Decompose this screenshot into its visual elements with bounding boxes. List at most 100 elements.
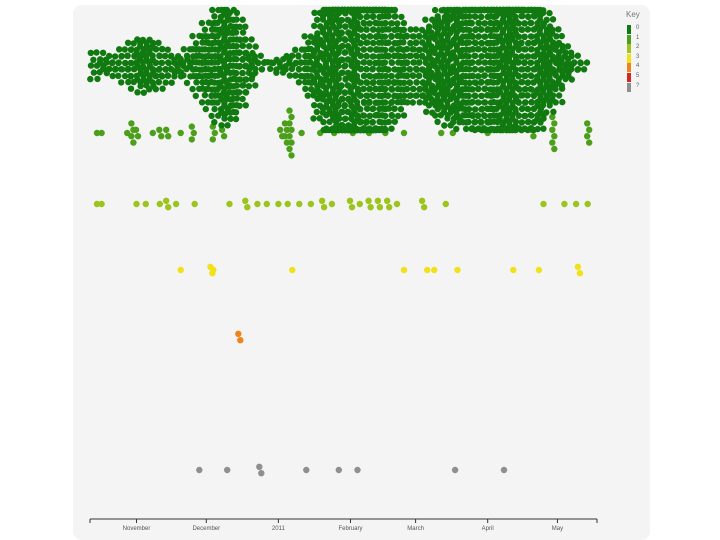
point-key-0 [463, 59, 470, 66]
point-key-0 [543, 109, 550, 116]
point-key-0 [87, 49, 95, 57]
point-key-0 [403, 85, 411, 93]
point-key-0 [94, 75, 101, 83]
point-key-2 [226, 200, 233, 208]
point-key-0 [329, 76, 336, 83]
point-key-0 [496, 62, 504, 69]
point-key-0 [403, 45, 410, 53]
point-key-0 [156, 52, 163, 59]
point-key-0 [335, 89, 342, 96]
point-key-0 [338, 69, 345, 77]
point-key-0 [211, 119, 218, 126]
point-key-0 [369, 13, 377, 20]
point-key-0 [388, 85, 395, 92]
point-key-0 [240, 82, 247, 89]
point-key-0 [252, 43, 259, 50]
point-key-0 [180, 46, 187, 53]
point-key-3 [574, 263, 582, 270]
x-axis: November December 2011 February March April Ma… [89, 518, 598, 532]
point-key-0 [323, 98, 331, 106]
point-key-0 [229, 62, 237, 69]
point-key-0 [239, 69, 246, 77]
legend-swatch [627, 44, 631, 54]
point-key-0 [397, 45, 404, 53]
point-key-0 [422, 69, 429, 76]
point-key-0 [499, 43, 507, 50]
point-key-0 [555, 92, 563, 99]
point-key-0 [103, 59, 110, 66]
point-key-0 [487, 78, 494, 86]
point-key-3 [289, 266, 296, 274]
point-key-0 [133, 50, 140, 57]
point-key-2 [561, 200, 568, 208]
point-key-1 [549, 126, 556, 133]
point-key-0 [314, 30, 321, 37]
point-key-0 [512, 13, 519, 20]
point-key-0 [521, 59, 528, 66]
point-key-0 [521, 20, 528, 27]
point-key-1 [584, 120, 591, 127]
point-key-0 [251, 53, 258, 60]
point-key-0 [310, 49, 318, 57]
point-key-0 [522, 46, 529, 53]
point-key-0 [443, 9, 450, 17]
point-key-0 [574, 52, 581, 59]
point-key-0 [192, 92, 199, 100]
point-key-0 [218, 109, 225, 116]
point-key-0 [534, 23, 541, 30]
point-key-0 [360, 59, 367, 66]
point-key-0 [360, 112, 368, 119]
point-key-0 [462, 125, 470, 133]
point-key-0 [491, 33, 498, 40]
point-key-0 [342, 36, 349, 44]
point-key-0 [488, 26, 495, 34]
point-key-0 [475, 59, 482, 66]
point-key-0 [198, 73, 206, 80]
point-key-2 [296, 200, 303, 208]
point-key-0 [152, 86, 159, 93]
point-key-0 [412, 92, 419, 99]
point-key-3 [454, 266, 461, 274]
point-key-0 [382, 99, 389, 106]
point-key-0 [333, 29, 340, 36]
point-key-0 [432, 20, 439, 27]
point-key-0 [416, 99, 423, 106]
point-key-0 [93, 49, 100, 56]
point-key-0 [490, 112, 497, 119]
point-key-0 [369, 105, 376, 113]
point-key-0 [444, 102, 451, 110]
point-key-0 [388, 46, 395, 53]
point-key-0 [543, 79, 550, 87]
x-tick-label: December [192, 526, 220, 532]
point-key-0 [319, 26, 326, 34]
point-key-0 [288, 65, 296, 73]
point-key-0 [342, 10, 349, 17]
point-key-0 [116, 46, 123, 53]
point-key-0 [488, 92, 495, 100]
point-key-0 [388, 72, 395, 80]
point-key-0 [497, 76, 504, 83]
point-key-0 [220, 89, 227, 96]
point-key-0 [536, 16, 544, 24]
point-key-0 [353, 98, 361, 106]
point-key-0 [282, 66, 289, 73]
point-key-0 [283, 52, 290, 60]
point-key-0 [478, 78, 485, 86]
point-key-0 [537, 95, 544, 103]
point-key-0 [422, 16, 429, 23]
point-key-0 [509, 99, 516, 106]
point-key-2 [420, 204, 428, 211]
point-key-0 [357, 79, 365, 86]
point-key-0 [516, 86, 523, 93]
point-key-0 [376, 85, 383, 93]
point-key-0 [164, 72, 171, 79]
point-key-0 [543, 16, 550, 23]
point-key-0 [546, 72, 553, 79]
point-key-0 [434, 13, 441, 20]
point-key-0 [90, 69, 98, 76]
point-key-0 [314, 42, 321, 50]
point-key-0 [137, 43, 144, 50]
point-key-0 [313, 69, 320, 76]
point-key-0 [506, 79, 514, 86]
point-key-0 [509, 72, 516, 79]
